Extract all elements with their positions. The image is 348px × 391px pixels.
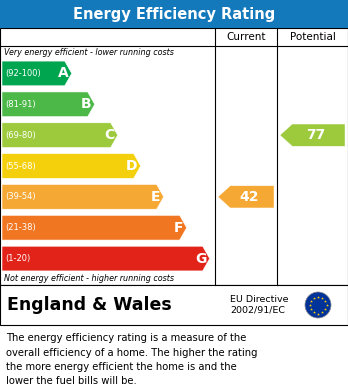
Polygon shape [2,246,209,271]
Text: EU Directive: EU Directive [230,296,288,305]
Text: B: B [81,97,92,111]
Text: E: E [151,190,161,204]
Bar [0,0,348,28]
Text: (81-91): (81-91) [5,100,35,109]
Text: Very energy efficient - lower running costs: Very energy efficient - lower running co… [4,48,174,57]
Polygon shape [280,124,345,146]
Polygon shape [2,185,164,209]
Text: The energy efficiency rating is a measure of the: The energy efficiency rating is a measur… [6,333,246,343]
Text: (1-20): (1-20) [5,254,30,263]
Polygon shape [2,215,187,240]
Text: England & Wales: England & Wales [7,296,172,314]
Circle shape [305,292,331,318]
Bar [0,285,348,325]
Text: lower the fuel bills will be.: lower the fuel bills will be. [6,377,137,386]
Text: the more energy efficient the home is and the: the more energy efficient the home is an… [6,362,237,372]
Polygon shape [2,154,141,178]
Polygon shape [218,186,274,208]
Text: D: D [126,159,138,173]
Text: Not energy efficient - higher running costs: Not energy efficient - higher running co… [4,274,174,283]
Text: 2002/91/EC: 2002/91/EC [230,305,285,314]
Text: C: C [104,128,115,142]
Text: Energy Efficiency Rating: Energy Efficiency Rating [73,7,275,22]
Polygon shape [2,123,118,147]
Text: A: A [58,66,69,81]
Text: G: G [195,251,207,265]
Text: (21-38): (21-38) [5,223,36,232]
Text: Current: Current [226,32,266,42]
Text: (69-80): (69-80) [5,131,36,140]
Text: (92-100): (92-100) [5,69,41,78]
Text: Potential: Potential [290,32,335,42]
Polygon shape [2,92,95,117]
Text: 77: 77 [306,128,325,142]
Text: overall efficiency of a home. The higher the rating: overall efficiency of a home. The higher… [6,348,258,357]
Text: (55-68): (55-68) [5,161,36,170]
Text: F: F [174,221,184,235]
Bar [0,28,348,285]
Text: 42: 42 [239,190,259,204]
Polygon shape [2,61,72,86]
Text: (39-54): (39-54) [5,192,35,201]
